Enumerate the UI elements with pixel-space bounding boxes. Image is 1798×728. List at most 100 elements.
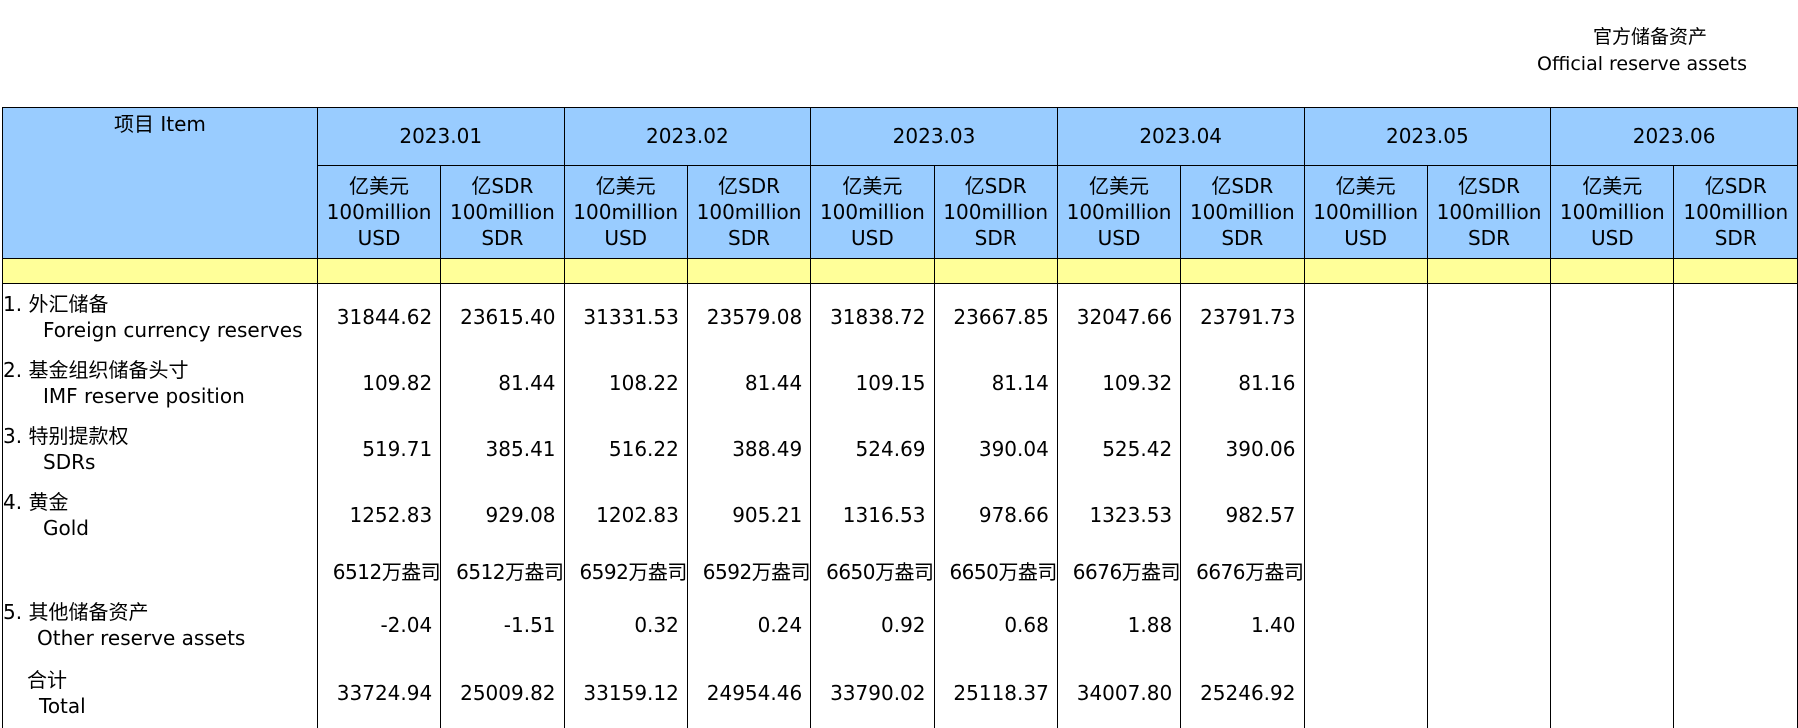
band-cell — [811, 259, 934, 284]
title-en: Official reserve assets — [1514, 51, 1770, 78]
band-cell — [441, 259, 564, 284]
value-cell: 390.04 — [934, 416, 1057, 482]
value-cell: 6650万盎司 — [811, 548, 934, 592]
value-cell: 0.24 — [687, 592, 810, 658]
value-cell: 6512万盎司 — [441, 548, 564, 592]
unit-line: 100million — [935, 199, 1057, 225]
unit-line: 亿SDR — [935, 173, 1057, 199]
month-header: 2023.04 — [1057, 108, 1304, 166]
item-column-header: 项目 Item — [3, 108, 318, 259]
unit-line: 亿SDR — [688, 173, 810, 199]
band-cell — [1551, 259, 1674, 284]
value-cell — [1304, 284, 1427, 351]
value-cell — [1304, 350, 1427, 416]
value-cell — [1304, 658, 1427, 728]
value-cell: 25009.82 — [441, 658, 564, 728]
reserves-table: 项目 Item 2023.01 2023.02 2023.03 2023.04 … — [2, 107, 1798, 728]
band-cell — [1304, 259, 1427, 284]
band-cell — [1057, 259, 1180, 284]
row-label-en: SDRs — [3, 449, 317, 475]
value-cell — [1674, 658, 1798, 728]
row-label-en: Foreign currency reserves — [3, 317, 317, 343]
row-label-zh: 合计 — [3, 667, 317, 693]
unit-line: 100million — [565, 199, 687, 225]
value-cell — [1551, 592, 1674, 658]
value-cell — [1674, 482, 1798, 548]
month-header: 2023.02 — [564, 108, 811, 166]
unit-line: 亿美元 — [811, 173, 933, 199]
band-cell — [1181, 259, 1304, 284]
unit-line: 100million — [1551, 199, 1673, 225]
month-header: 2023.06 — [1551, 108, 1798, 166]
value-cell: 81.44 — [687, 350, 810, 416]
value-cell — [1551, 482, 1674, 548]
value-cell — [1674, 592, 1798, 658]
value-cell: 32047.66 — [1057, 284, 1180, 351]
value-cell: 1202.83 — [564, 482, 687, 548]
row-label-zh: 2. 基金组织储备头寸 — [3, 357, 317, 383]
unit-line: SDR — [441, 225, 563, 251]
value-cell: 524.69 — [811, 416, 934, 482]
value-cell — [1551, 350, 1674, 416]
row-label-zh: 5. 其他储备资产 — [3, 599, 317, 625]
value-cell: 109.82 — [317, 350, 440, 416]
value-cell — [1551, 548, 1674, 592]
value-cell: 1.40 — [1181, 592, 1304, 658]
value-cell: 1316.53 — [811, 482, 934, 548]
yellow-band-row — [3, 259, 1798, 284]
unit-line: 亿SDR — [1674, 173, 1797, 199]
empty-label-cell — [3, 548, 318, 592]
value-cell: 109.32 — [1057, 350, 1180, 416]
value-cell: 23579.08 — [687, 284, 810, 351]
unit-line: USD — [1551, 225, 1673, 251]
value-cell — [1304, 482, 1427, 548]
value-cell: 81.44 — [441, 350, 564, 416]
band-cell — [3, 259, 318, 284]
value-cell — [1674, 350, 1798, 416]
band-cell — [564, 259, 687, 284]
row-label-en: IMF reserve position — [3, 383, 317, 409]
unit-line: SDR — [1181, 225, 1303, 251]
value-cell: 23667.85 — [934, 284, 1057, 351]
title-block: 官方储备资产 Official reserve assets — [1530, 24, 1770, 78]
unit-line: 100million — [811, 199, 933, 225]
value-cell: 109.15 — [811, 350, 934, 416]
value-cell — [1427, 416, 1550, 482]
unit-line: 亿SDR — [1428, 173, 1550, 199]
value-cell: -2.04 — [317, 592, 440, 658]
band-cell — [317, 259, 440, 284]
band-cell — [1427, 259, 1550, 284]
value-cell: 519.71 — [317, 416, 440, 482]
unit-line: 100million — [1058, 199, 1180, 225]
row-label-zh: 1. 外汇储备 — [3, 291, 317, 317]
value-cell — [1427, 658, 1550, 728]
unit-line: USD — [811, 225, 933, 251]
row-label-zh: 4. 黄金 — [3, 489, 317, 515]
unit-line: 亿美元 — [1551, 173, 1673, 199]
value-cell — [1674, 284, 1798, 351]
row-label-en: Total — [3, 693, 317, 719]
value-cell — [1304, 416, 1427, 482]
value-cell: 6512万盎司 — [317, 548, 440, 592]
value-cell — [1674, 416, 1798, 482]
value-cell — [1427, 592, 1550, 658]
unit-line: 亿SDR — [1181, 173, 1303, 199]
unit-line: 100million — [1305, 199, 1427, 225]
value-cell — [1551, 658, 1674, 728]
value-cell: 81.14 — [934, 350, 1057, 416]
